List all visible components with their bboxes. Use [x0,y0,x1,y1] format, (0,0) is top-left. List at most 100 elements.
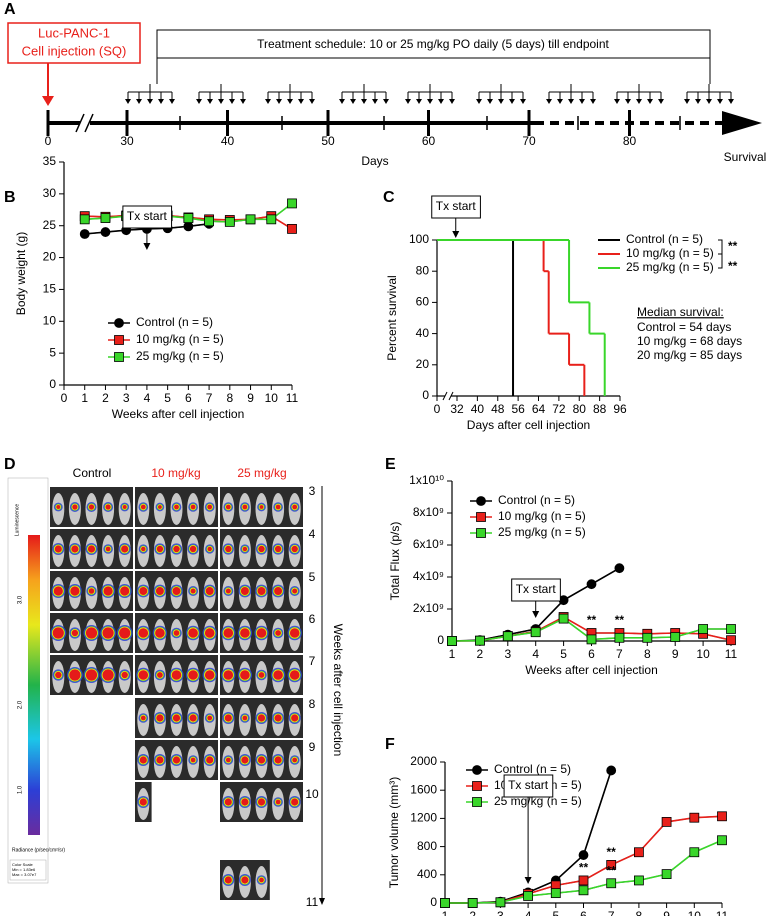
signal-core [258,504,265,510]
x-tick-label: 1 [449,647,456,661]
dose-arrowhead [728,99,734,104]
dose-arrowhead [287,99,293,104]
timeline-label: Days [361,154,388,168]
marker [550,888,561,899]
signal-core [70,544,80,554]
marker [606,860,617,870]
signal-core [291,756,298,764]
signal-core [240,755,250,765]
y-tick-label: 80 [416,263,430,277]
timeline-tick-label: 40 [221,134,235,148]
week-label: 10 [305,787,319,801]
y-tick-label: 1x10¹⁰ [409,473,444,487]
signal-core [224,545,233,554]
dose-arrowhead [487,99,493,104]
injection-box [7,22,141,64]
colorbar-unit: Radiance (p/sec/cm²/sr) [12,847,65,853]
dose-arrowhead [498,99,504,104]
signal-core [51,626,65,640]
signal-core [241,545,248,553]
x-tick-label: 8 [636,909,643,916]
annotation-label: Tx start [127,209,168,223]
panel-letter: B [4,189,16,206]
signal-core [239,627,251,639]
signal-core [69,585,81,597]
marker [530,627,541,638]
significance-label: ** [728,239,738,253]
dose-arrowhead [509,99,515,104]
timeline-ticks: 0 30 40 50 60 70 80 [45,58,734,148]
marker [245,214,256,225]
y-tick-label: 20 [416,357,430,371]
y-tick-label: 35 [43,154,57,168]
signal-core [224,587,232,595]
x-tick-label: 8 [644,647,651,661]
signal-core [52,585,64,597]
schedule-label: Treatment schedule: 10 or 25 mg/kg PO da… [257,37,609,51]
dose-arrowhead [372,99,378,104]
marker [606,765,617,776]
signal-core [187,669,199,681]
week-axis-label: Weeks after cell injection [331,624,345,757]
dose-arrowhead [590,99,596,104]
marker [670,632,681,642]
significance-label: ** [579,861,589,875]
x-tick-label: 80 [573,402,587,416]
dose-arrowhead [427,99,433,104]
dose-arrowhead [684,99,690,104]
x-tick-label: 1 [442,909,449,916]
signal-core [87,544,96,554]
x-tick-label: 48 [491,402,505,416]
signal-core [290,545,299,554]
y-tick-label: 4x10⁹ [413,569,444,583]
signal-core [172,545,181,554]
legend-label: 25 mg/kg (n = 5) [494,794,582,808]
legend-label: Control (n = 5) [136,315,213,329]
signal-core [223,713,233,723]
signal-core [222,669,234,681]
signal-core [290,797,300,807]
signal-core [189,587,197,595]
break-mark [84,113,94,133]
y-tick-label: 15 [43,282,57,296]
marker [726,635,736,646]
x-tick-label: 7 [616,647,623,661]
signal-core [155,586,165,596]
marker [472,797,482,807]
dose-arrowhead [546,99,552,104]
axis-break [442,391,448,401]
colorbar-title: Luminescence [14,504,20,536]
legend-label: 10 mg/kg (n = 5) [136,332,224,346]
dose-arrowhead [339,99,345,104]
signal-core [104,503,112,511]
marker [578,885,589,896]
significance-bracket [718,239,723,255]
signal-core [241,503,249,511]
marker [79,229,90,239]
legend-label: 25 mg/kg (n = 5) [136,349,224,363]
group-label: 25 mg/kg [237,466,286,480]
dose-arrowhead [449,99,455,104]
signal-core [138,797,148,807]
signal-core [85,668,98,682]
injection-arrowhead [42,96,54,106]
signal-core [273,586,283,596]
signal-core [273,713,283,723]
signal-core [55,504,62,510]
marker [634,847,644,858]
injection-label: Cell injection (SQ) [22,43,127,58]
x-tick-label: 6 [580,909,587,916]
signal-core [120,544,130,554]
y-tick-label: 0 [430,895,437,909]
signal-core [257,797,266,807]
legend-label: Control (n = 5) [494,762,571,776]
y-tick-label: 0 [422,388,429,402]
dose-arrowhead [265,99,271,104]
annotation-label: Tx start [508,778,549,792]
median-line: Control = 54 days [637,320,731,334]
signal-core [222,627,234,639]
signal-core [119,585,131,597]
x-tick-label: 5 [552,909,559,916]
x-tick-label: 4 [525,909,532,916]
